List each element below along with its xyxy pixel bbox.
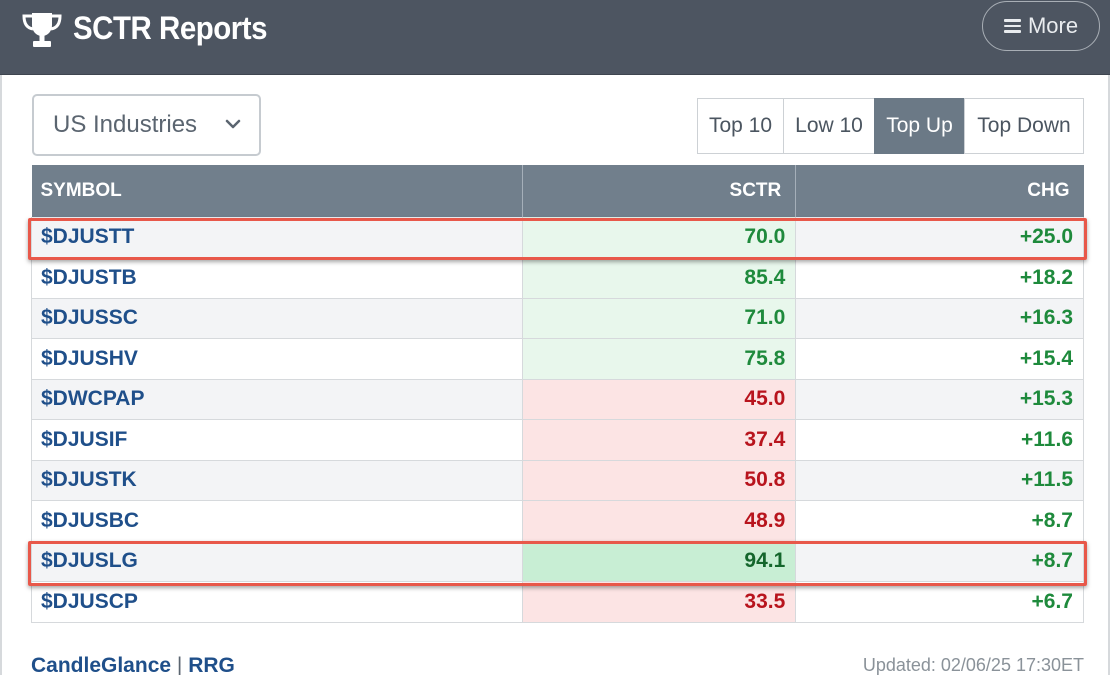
symbol-link[interactable]: $DJUSSC xyxy=(31,298,523,339)
chg-value: +16.3 xyxy=(795,298,1084,339)
chg-value: +25.0 xyxy=(795,217,1084,258)
industry-select[interactable]: US Industries xyxy=(32,94,261,156)
symbol-link[interactable]: $DJUSLG xyxy=(31,541,523,582)
table-row: $DJUSTK 50.8 +11.5 xyxy=(31,460,1084,501)
table-row: $DJUSTB 85.4 +18.2 xyxy=(31,257,1084,299)
chg-value: +6.7 xyxy=(795,581,1084,623)
table-row: $DJUSHV 75.8 +15.4 xyxy=(31,338,1084,380)
symbol-link[interactable]: $DJUSHV xyxy=(31,338,523,380)
chg-value: +11.5 xyxy=(795,460,1084,501)
table-row: $DJUSCP 33.5 +6.7 xyxy=(31,581,1084,623)
table-header-row: SYMBOL SCTR CHG xyxy=(31,165,1084,217)
more-button[interactable]: More xyxy=(982,1,1100,51)
chg-value: +15.3 xyxy=(795,379,1084,420)
symbol-link[interactable]: $DJUSIF xyxy=(31,419,523,461)
page-title: SCTR Reports xyxy=(73,10,268,46)
chevron-down-icon xyxy=(225,119,241,129)
table-row: $DJUSSC 71.0 +16.3 xyxy=(31,298,1084,339)
chg-value: +8.7 xyxy=(795,500,1084,542)
candleglance-link[interactable]: CandleGlance xyxy=(31,654,172,675)
table-row: $DJUSBC 48.9 +8.7 xyxy=(31,500,1084,542)
sctr-value: 71.0 xyxy=(522,298,797,339)
tab-top-up[interactable]: Top Up xyxy=(874,98,965,154)
more-button-label: More xyxy=(1027,13,1079,38)
symbol-link[interactable]: $DJUSTK xyxy=(31,460,523,501)
symbol-link[interactable]: $DWCPAP xyxy=(31,379,523,420)
sctr-value: 37.4 xyxy=(522,419,797,461)
chg-value: +11.6 xyxy=(795,419,1084,461)
sctr-value: 48.9 xyxy=(522,500,797,542)
app-header: SCTR Reports More xyxy=(0,0,1110,75)
hamburger-icon xyxy=(1003,19,1021,33)
sctr-value: 94.1 xyxy=(522,541,797,582)
symbol-link[interactable]: $DJUSBC xyxy=(31,500,523,542)
column-header-chg[interactable]: CHG xyxy=(795,165,1084,217)
symbol-link[interactable]: $DJUSTT xyxy=(31,217,523,258)
column-header-sctr[interactable]: SCTR xyxy=(522,165,797,217)
table-row: $DJUSTT 70.0 +25.0 xyxy=(31,217,1084,258)
sctr-value: 33.5 xyxy=(522,581,797,623)
highlight-box-djustt xyxy=(28,218,1087,260)
sctr-value: 50.8 xyxy=(522,460,797,501)
sctr-value: 85.4 xyxy=(522,257,797,299)
chg-value: +8.7 xyxy=(795,541,1084,582)
chg-value: +18.2 xyxy=(795,257,1084,299)
highlight-box-djuslg xyxy=(28,541,1087,586)
symbol-link[interactable]: $DJUSCP xyxy=(31,581,523,623)
tab-top-down[interactable]: Top Down xyxy=(964,98,1084,154)
symbol-link[interactable]: $DJUSTB xyxy=(31,257,523,299)
sctr-table: SYMBOL SCTR CHG $DJUSTT 70.0 +25.0 $DJUS… xyxy=(31,165,1084,623)
tab-top-10[interactable]: Top 10 xyxy=(697,98,784,154)
table-row: $DJUSIF 37.4 +11.6 xyxy=(31,419,1084,461)
chg-value: +15.4 xyxy=(795,338,1084,380)
industry-select-value: US Industries xyxy=(53,111,198,138)
sctr-value: 75.8 xyxy=(522,338,797,380)
table-row: $DWCPAP 45.0 +15.3 xyxy=(31,379,1084,420)
footer-separator: | xyxy=(176,654,183,675)
tab-low-10[interactable]: Low 10 xyxy=(783,98,875,154)
updated-timestamp: Updated: 02/06/25 17:30ET xyxy=(862,655,1084,675)
sctr-value: 45.0 xyxy=(522,379,797,420)
trophy-icon xyxy=(22,13,62,47)
column-header-symbol[interactable]: SYMBOL xyxy=(31,165,523,217)
content-panel xyxy=(0,75,1110,675)
table-row: $DJUSLG 94.1 +8.7 xyxy=(31,541,1084,582)
rrg-link[interactable]: RRG xyxy=(188,654,235,675)
footer-links: CandleGlance | RRG xyxy=(31,654,235,675)
